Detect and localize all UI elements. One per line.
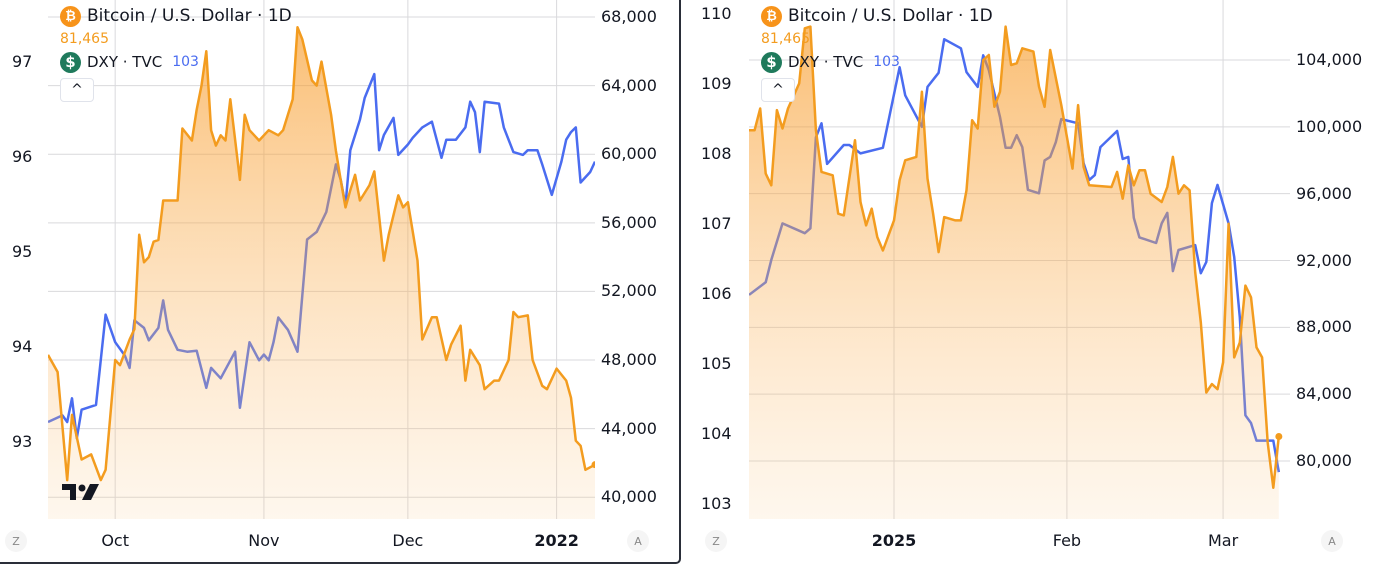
right-axis-tick-label: 88,000 [1296,317,1352,337]
legend: ₿ Bitcoin / U.S. Dollar · 1D 81,465 $ DX… [761,4,993,102]
last-price-marker [591,461,595,469]
chart-canvas[interactable] [0,0,679,562]
left-axis-tick-label: 107 [701,214,732,234]
right-axis-tick-label: 52,000 [601,281,657,301]
right-axis-tick-label: 60,000 [601,144,657,164]
last-price-marker [1275,433,1283,441]
time-axis-tick-label: Oct [101,531,130,550]
right-axis-tick-label: 40,000 [601,487,657,507]
time-axis-tick-label: 2022 [534,531,579,550]
btc-area-fill [749,26,1279,519]
left-axis-tick-label: 94 [12,336,33,356]
auto-scale-button[interactable]: A [627,530,649,552]
left-axis-tick-label: 95 [12,241,33,261]
collapse-legend-button[interactable]: ^ [761,78,795,102]
dollar-icon: $ [60,51,81,73]
legend-main-title: Bitcoin / U.S. Dollar · 1D [788,6,993,26]
legend-compare-value: 103 [172,54,199,70]
legend-compare-title: DXY · TVC [87,53,163,71]
legend-main-row[interactable]: ₿ Bitcoin / U.S. Dollar · 1D [60,4,292,28]
legend-main-value: 81,465 [60,31,109,47]
btc-series-line [749,25,1281,489]
left-axis-tick-label: 97 [12,51,33,71]
right-axis-tick-label: 108,000 [1296,0,1362,2]
right-axis-tick-label: 84,000 [1296,384,1352,404]
right-axis-tick-label: 92,000 [1296,250,1352,270]
chevron-up-icon: ^ [71,82,83,98]
bitcoin-icon: ₿ [761,5,782,27]
left-scale-button[interactable]: Z [5,530,27,552]
tradingview-logo [62,484,99,500]
left-axis-tick-label: 108 [701,144,732,164]
legend-compare-row[interactable]: $ DXY · TVC 103 [761,50,993,74]
right-axis-tick-label: 104,000 [1296,50,1363,69]
left-axis-tick-label: 106 [701,284,732,304]
bitcoin-icon: ₿ [60,5,81,27]
left-axis-tick-label: 110 [701,4,732,23]
time-axis-tick-label: Mar [1207,531,1239,550]
right-axis-tick-label: 96,000 [1296,183,1352,203]
time-axis-tick-label: Nov [248,531,280,550]
right-axis-tick-label: 80,000 [1296,451,1352,470]
left-axis-tick-label: 93 [12,432,33,451]
legend-main-title: Bitcoin / U.S. Dollar · 1D [87,6,292,26]
chevron-up-icon: ^ [772,82,784,98]
auto-scale-button[interactable]: A [1321,530,1343,552]
right-axis-tick-label: 56,000 [601,212,657,232]
chart-panel-left: ₿ Bitcoin / U.S. Dollar · 1D 81,465 $ DX… [0,0,681,564]
right-axis-tick-label: 68,000 [601,6,657,26]
left-axis-tick-label: 96 [12,146,33,166]
left-axis-tick-label: 109 [701,74,732,94]
legend-compare-value: 103 [873,54,900,70]
btc-area-fill [48,27,595,519]
right-axis-tick-label: 44,000 [601,418,657,438]
chart-panel-right: ₿ Bitcoin / U.S. Dollar · 1D 81,465 $ DX… [683,0,1374,562]
left-axis-tick-label: 104 [701,424,732,444]
time-axis-tick-label: Feb [1052,531,1082,550]
left-scale-button[interactable]: Z [705,530,727,552]
legend-compare-title: DXY · TVC [788,53,864,71]
collapse-legend-button[interactable]: ^ [60,78,94,102]
chart-canvas[interactable] [683,0,1374,562]
right-axis-tick-label: 100,000 [1296,116,1363,136]
btc-series-line [48,26,595,482]
right-axis-tick-label: 64,000 [601,75,657,95]
legend-main-row[interactable]: ₿ Bitcoin / U.S. Dollar · 1D [761,4,993,28]
time-axis-tick-label: 2025 [871,531,917,550]
left-axis-tick-label: 105 [701,354,732,374]
right-axis-tick-label: 48,000 [601,350,657,370]
left-axis-tick-label: 103 [701,494,732,514]
legend-compare-row[interactable]: $ DXY · TVC 103 [60,50,292,74]
time-axis-tick-label: Dec [392,531,424,550]
legend: ₿ Bitcoin / U.S. Dollar · 1D 81,465 $ DX… [60,4,292,102]
legend-main-value: 81,465 [761,31,810,47]
dollar-icon: $ [761,51,782,73]
